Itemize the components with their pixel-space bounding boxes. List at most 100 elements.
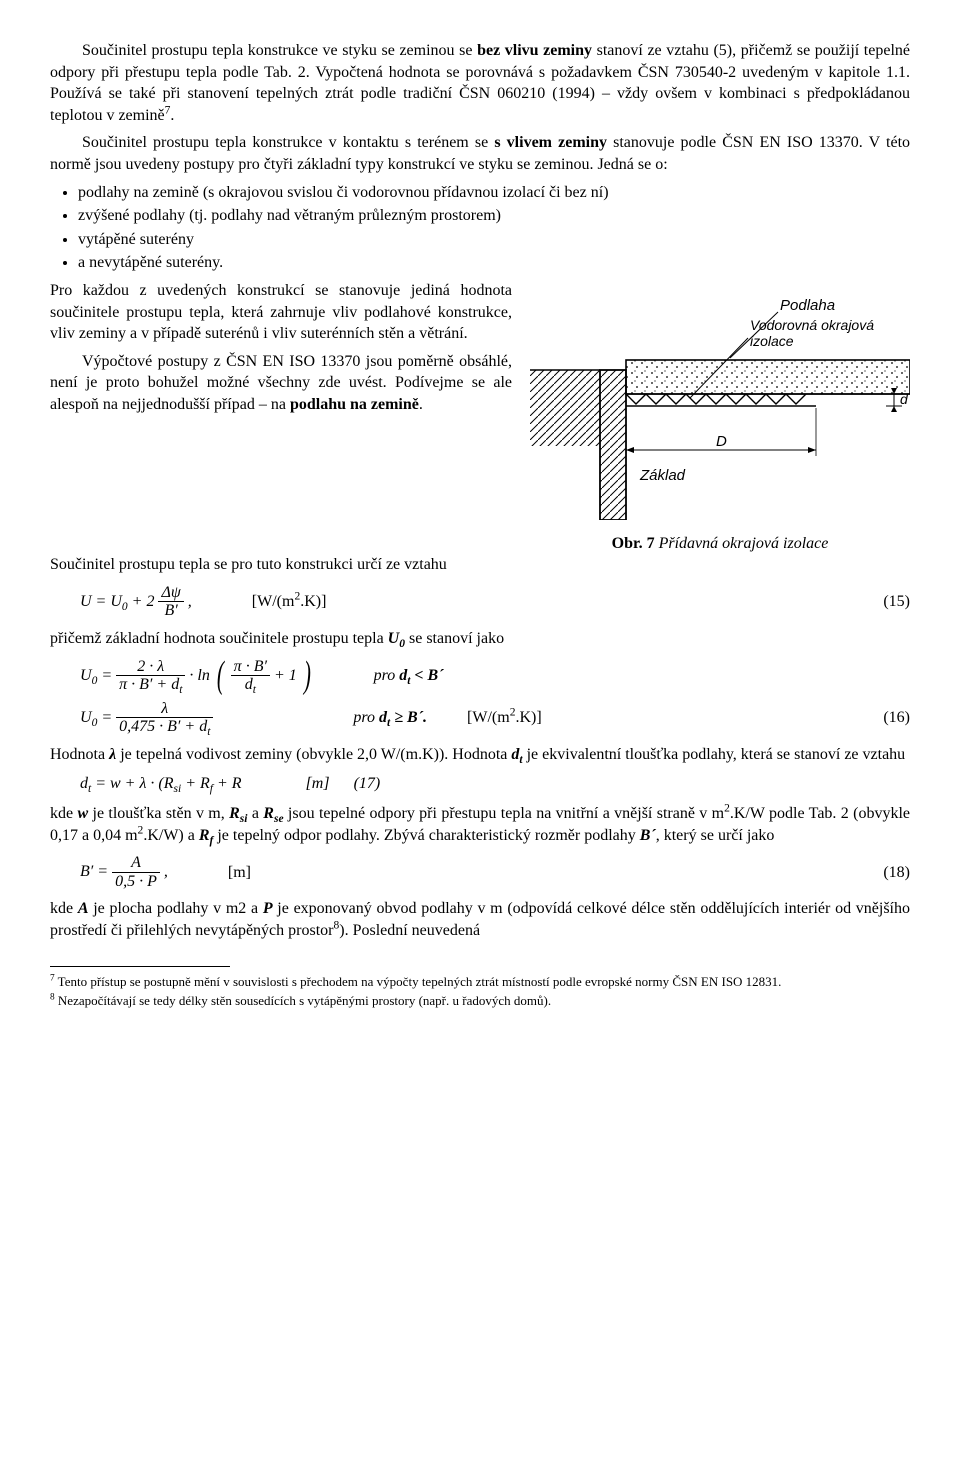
p6-l: Rf (199, 827, 214, 844)
eq18-f-bot: 0,5 · P (112, 873, 160, 891)
eq16a-f2: π · B′ dt (231, 658, 270, 694)
eq16b-cond: pro dt ≥ B´. (353, 707, 427, 729)
eq16b-eqs: = (97, 708, 116, 725)
para-4: přičemž základní hodnota součinitele pro… (50, 628, 910, 650)
eq18-lhs: B′ = (80, 863, 112, 880)
eq17-p2: + R (213, 775, 242, 792)
p4-b: U0 (388, 630, 405, 647)
eq16b-f-top: λ (116, 700, 213, 719)
eq18-f-top: A (112, 854, 160, 873)
left-para-1: Pro každou z uvedených konstrukcí se sta… (50, 280, 512, 345)
fig-label-izolace-2: izolace (750, 333, 794, 349)
eq18-comma: , (160, 863, 168, 880)
bullet-2: zvýšené podlahy (tj. podlahy nad větraný… (78, 205, 910, 227)
p2-b: s vlivem zeminy (494, 134, 607, 151)
eq16a-lhs: U (80, 666, 92, 683)
eq15-frac-bot: B′ (158, 602, 183, 620)
eq16a-eqs: = (97, 666, 116, 683)
eq15-frac-top: Δψ (158, 584, 183, 603)
eq16a-cond-a: pro (374, 667, 400, 684)
eq-17: dt = w + λ · (Rsi + Rf + R [m] (17) (80, 773, 910, 795)
fig-label-zaklad: Základ (639, 467, 686, 484)
eq17-p1: + R (181, 775, 210, 792)
footnote-8: 8 Nezapočítávají se tedy délky stěn sous… (50, 992, 910, 1010)
para-7: kde A je plocha podlahy v m2 a P je expo… (50, 898, 910, 941)
eq15-plus: + 2 (128, 592, 155, 609)
eq17-mid: = w + λ · (R (91, 775, 173, 792)
p5-a: Hodnota (50, 746, 109, 763)
eq16-unit: [W/(m2.K)] (467, 707, 542, 729)
fig-label-D: D (716, 433, 727, 450)
p5-e: je ekvivalentní tloušťka podlahy, která … (523, 746, 906, 763)
eq15-comma: , (184, 592, 192, 609)
p2-a: Součinitel prostupu tepla konstrukce v k… (82, 134, 494, 151)
eq15-lhs: U = U (80, 592, 122, 609)
eq-16a: U0 = 2 · λ π · B′ + dt · ln ( π · B′ dt … (80, 658, 910, 694)
eq18-frac: A 0,5 · P (112, 854, 160, 890)
eq-15: U = U0 + 2 Δψ B′ , [W/(m2.K)] (15) (80, 584, 910, 620)
eq16a-rparen: ) (304, 660, 311, 691)
eq16b-f-bot: 0,475 · B′ + dt (116, 718, 213, 736)
eq16b-cond-b: d (379, 709, 387, 726)
p4-c: se stanoví jako (405, 630, 504, 647)
p5-c: je tepelná vodivost zeminy (obvykle 2,0 … (116, 746, 511, 763)
eq16a-f1-bot: π · B′ + dt (116, 676, 185, 694)
eq15-eq: U = U0 + 2 Δψ B′ , (80, 584, 192, 620)
eq16a-f1-top: 2 · λ (116, 658, 185, 677)
eq18-num: (18) (863, 862, 910, 884)
eq16a-mid: · ln (189, 666, 209, 683)
eq18-unit: [m] (228, 862, 251, 884)
p1-b: bez vlivu zeminy (477, 42, 592, 59)
p6-d: Rsi (229, 805, 247, 822)
p6-o: , který se určí jako (656, 827, 775, 844)
eq16b-f: λ 0,475 · B′ + dt (116, 700, 213, 736)
para-2: Součinitel prostupu tepla konstrukce v k… (50, 132, 910, 175)
p6-l-t: R (199, 827, 210, 844)
eq16b-lhs: U (80, 708, 92, 725)
footnote-rule (50, 966, 230, 967)
eq-16b: U0 = λ 0,475 · B′ + dt pro dt ≥ B´. [W/(… (80, 700, 910, 736)
eq16a-cond-c: < B´ (410, 667, 443, 684)
figure-svg: Podlaha Vodorovná okrajová izolace d D Z… (530, 280, 910, 520)
figure-caption: Obr. 7 Přídavná okrajová izolace (530, 533, 910, 555)
fig-label-podlaha: Podlaha (780, 297, 835, 314)
eq16a-f2-top: π · B′ (231, 658, 270, 677)
eq15-unit: [W/(m2.K)] (252, 591, 327, 613)
two-col-left: Pro každou z uvedených konstrukcí se sta… (50, 280, 512, 422)
eq17-num: (17) (334, 775, 381, 792)
para-3: Součinitel prostupu tepla se pro tuto ko… (50, 554, 910, 576)
p6-d-t: R (229, 805, 240, 822)
left2-b: podlahu na zemině (290, 396, 419, 413)
p6-g: jsou tepelné odpory při přestupu tepla n… (284, 805, 725, 822)
p6-f-sub: se (274, 813, 284, 825)
bullet-3: vytápěné suterény (78, 229, 910, 251)
p6-a: kde (50, 805, 77, 822)
p1-d: . (170, 107, 174, 124)
eq16a-eq: U0 = 2 · λ π · B′ + dt · ln ( π · B′ dt … (80, 658, 314, 694)
eq16a-f2-bot-sub: t (253, 684, 256, 696)
p1-a: Součinitel prostupu tepla konstrukce ve … (82, 42, 477, 59)
eq16a-plus1: + 1 (274, 666, 297, 683)
p6-n: B´ (640, 827, 656, 844)
eq16-num: (16) (863, 707, 910, 729)
p4-a: přičemž základní hodnota součinitele pro… (50, 630, 388, 647)
p7-c: je plocha podlahy v m2 a (89, 900, 263, 917)
eq15-num: (15) (863, 591, 910, 613)
fig-label-izolace-1: Vodorovná okrajová (750, 317, 874, 333)
p6-c: je tloušťka stěn v m, (88, 805, 229, 822)
p6-e: a (247, 805, 263, 822)
two-column-block: Pro každou z uvedených konstrukcí se sta… (50, 280, 910, 554)
eq16-spacer (886, 665, 910, 687)
eq16a-cond: pro dt < B´ (374, 665, 444, 687)
figcap-t: Přídavná okrajová izolace (655, 535, 829, 552)
p4-b-t: U (388, 630, 400, 647)
footnote-7: 7 Tento přístup se postupně mění v souvi… (50, 973, 910, 991)
p6-f: Rse (263, 805, 283, 822)
eq-18: B′ = A 0,5 · P , [m] (18) (80, 854, 910, 890)
eq16a-f1: 2 · λ π · B′ + dt (116, 658, 185, 694)
fn8-text: Nezapočítávají se tedy délky stěn soused… (55, 993, 551, 1008)
fig-label-d: d (900, 391, 909, 407)
left2-a: Výpočtové postupy z ČSN EN ISO 13370 jso… (50, 353, 512, 413)
eq16b-f-bot-sub: t (207, 726, 210, 738)
bullet-1: podlahy na zemině (s okrajovou svislou č… (78, 182, 910, 204)
